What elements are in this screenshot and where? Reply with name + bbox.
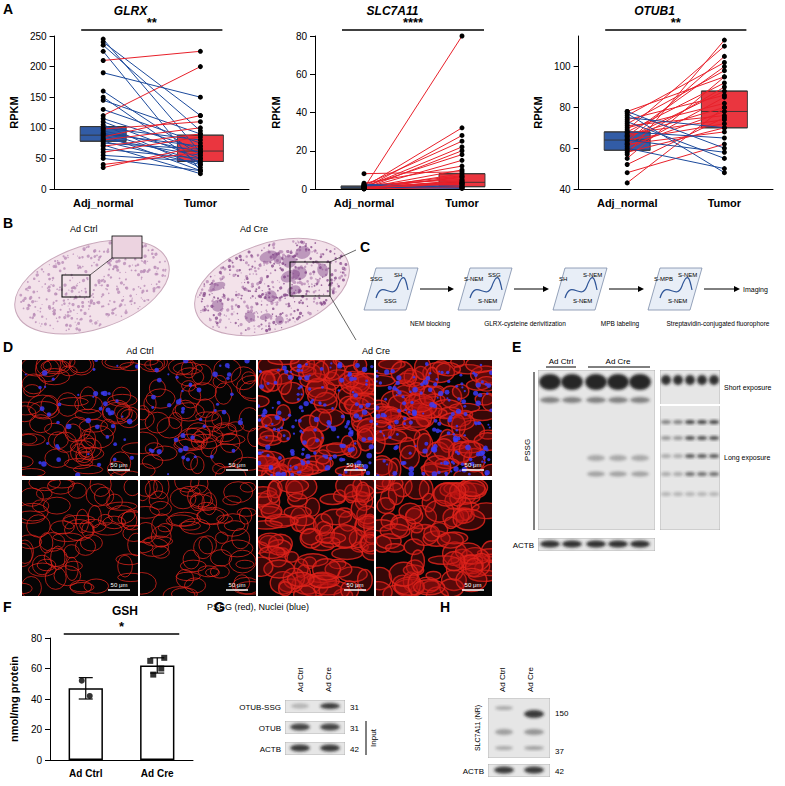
svg-text:50: 50 (35, 153, 47, 164)
svg-text:Ad Ctrl: Ad Ctrl (69, 768, 103, 779)
svg-text:Adj_normal: Adj_normal (73, 197, 134, 209)
svg-text:Ad Ctrl: Ad Ctrl (70, 224, 98, 234)
svg-text:100: 100 (30, 122, 47, 133)
svg-text:SLC7A11 (NR): SLC7A11 (NR) (474, 705, 482, 751)
svg-text:40: 40 (296, 107, 308, 118)
svg-text:Adj_normal: Adj_normal (334, 197, 395, 209)
svg-text:H: H (440, 599, 450, 615)
svg-text:nmol/mg protein: nmol/mg protein (8, 656, 20, 742)
svg-text:B: B (3, 215, 13, 231)
svg-text:SSG: SSG (384, 298, 397, 304)
svg-text:PSSG: PSSG (523, 439, 532, 461)
svg-text:RPKM: RPKM (270, 96, 282, 128)
svg-text:40: 40 (559, 184, 571, 195)
svg-text:Streptavidin-conjugated fluoro: Streptavidin-conjugated fluorophore (667, 320, 770, 328)
svg-text:ACTB: ACTB (463, 767, 484, 776)
svg-text:OTUB1: OTUB1 (634, 4, 675, 18)
svg-text:RPKM: RPKM (532, 96, 544, 128)
svg-text:Ad Ctrl: Ad Ctrl (126, 346, 154, 356)
svg-text:Ad Cre: Ad Cre (141, 768, 174, 779)
svg-text:SSG: SSG (488, 272, 501, 278)
svg-text:42: 42 (350, 745, 359, 754)
svg-text:50 μm: 50 μm (465, 462, 482, 468)
svg-text:S-NEM: S-NEM (668, 298, 687, 304)
svg-text:60: 60 (296, 69, 308, 80)
svg-text:Ad Ctrl: Ad Ctrl (296, 667, 305, 692)
svg-text:SH: SH (559, 276, 567, 282)
svg-text:GLRX: GLRX (114, 4, 148, 18)
svg-text:0: 0 (301, 184, 307, 195)
svg-text:SH: SH (394, 272, 402, 278)
svg-text:Tumor: Tumor (184, 197, 218, 209)
svg-text:S-NEM: S-NEM (678, 272, 697, 278)
svg-text:60: 60 (31, 663, 43, 674)
svg-text:Ad Cre: Ad Cre (240, 224, 268, 234)
svg-text:Ad Cre: Ad Cre (606, 357, 631, 366)
svg-text:GSH: GSH (112, 604, 138, 618)
svg-text:Long exposure: Long exposure (724, 454, 770, 462)
svg-text:G: G (214, 599, 225, 615)
svg-text:80: 80 (559, 102, 571, 113)
svg-text:D: D (3, 339, 13, 355)
svg-text:E: E (512, 339, 521, 355)
svg-text:NEM blocking: NEM blocking (410, 320, 450, 328)
svg-text:Tumor: Tumor (445, 197, 479, 209)
svg-text:ACTB: ACTB (260, 745, 281, 754)
svg-text:31: 31 (350, 703, 359, 712)
svg-text:200: 200 (30, 61, 47, 72)
svg-text:Short exposure: Short exposure (724, 384, 772, 392)
svg-text:S-NEM: S-NEM (478, 298, 497, 304)
svg-text:Input: Input (369, 728, 378, 747)
svg-text:RPKM: RPKM (8, 96, 20, 128)
svg-text:250: 250 (30, 31, 47, 42)
svg-text:ACTB: ACTB (513, 541, 534, 550)
svg-text:Ad Cre: Ad Cre (526, 667, 535, 692)
svg-text:OTUB: OTUB (259, 724, 281, 733)
svg-text:Tumor: Tumor (708, 197, 742, 209)
svg-text:MPB labeling: MPB labeling (601, 320, 640, 328)
svg-text:**: ** (147, 15, 158, 30)
svg-text:50 μm: 50 μm (111, 582, 128, 588)
svg-text:60: 60 (559, 143, 571, 154)
svg-text:F: F (3, 599, 12, 615)
svg-text:Ad Cre: Ad Cre (362, 346, 390, 356)
svg-text:40: 40 (31, 694, 43, 705)
svg-text:S-NEM: S-NEM (573, 298, 592, 304)
svg-text:50 μm: 50 μm (347, 582, 364, 588)
svg-text:20: 20 (296, 145, 308, 156)
svg-text:100: 100 (554, 61, 571, 72)
svg-text:GLRX-cysteine derivitization: GLRX-cysteine derivitization (484, 320, 566, 328)
svg-text:OTUB-SSG: OTUB-SSG (239, 703, 281, 712)
svg-text:0: 0 (36, 755, 42, 766)
svg-text:80: 80 (296, 31, 308, 42)
svg-text:S-NEM: S-NEM (464, 276, 483, 282)
svg-text:Imaging: Imaging (743, 286, 768, 294)
svg-text:37: 37 (555, 747, 564, 756)
svg-text:50 μm: 50 μm (465, 582, 482, 588)
svg-text:A: A (3, 1, 13, 17)
svg-text:42: 42 (555, 767, 564, 776)
svg-text:31: 31 (350, 724, 359, 733)
svg-text:Ad Ctrl: Ad Ctrl (549, 357, 574, 366)
svg-text:20: 20 (31, 724, 43, 735)
svg-text:PSSG (red), Nuclei (blue): PSSG (red), Nuclei (blue) (207, 602, 309, 612)
svg-text:S-NEM: S-NEM (583, 272, 602, 278)
svg-text:C: C (360, 239, 370, 255)
svg-text:Ad Ctrl: Ad Ctrl (498, 667, 507, 692)
svg-text:50 μm: 50 μm (111, 462, 128, 468)
svg-text:Adj_normal: Adj_normal (597, 197, 658, 209)
svg-text:50 μm: 50 μm (229, 462, 246, 468)
svg-text:50 μm: 50 μm (347, 462, 364, 468)
svg-text:Ad Cre: Ad Cre (324, 667, 333, 692)
svg-text:S-MPB: S-MPB (654, 276, 673, 282)
svg-text:SSG: SSG (370, 276, 383, 282)
svg-text:*: * (119, 619, 125, 634)
svg-text:SLC7A11: SLC7A11 (367, 4, 419, 18)
svg-text:150: 150 (555, 709, 569, 718)
svg-text:150: 150 (30, 92, 47, 103)
svg-text:50 μm: 50 μm (229, 582, 246, 588)
svg-text:0: 0 (41, 184, 47, 195)
svg-text:80: 80 (31, 633, 43, 644)
